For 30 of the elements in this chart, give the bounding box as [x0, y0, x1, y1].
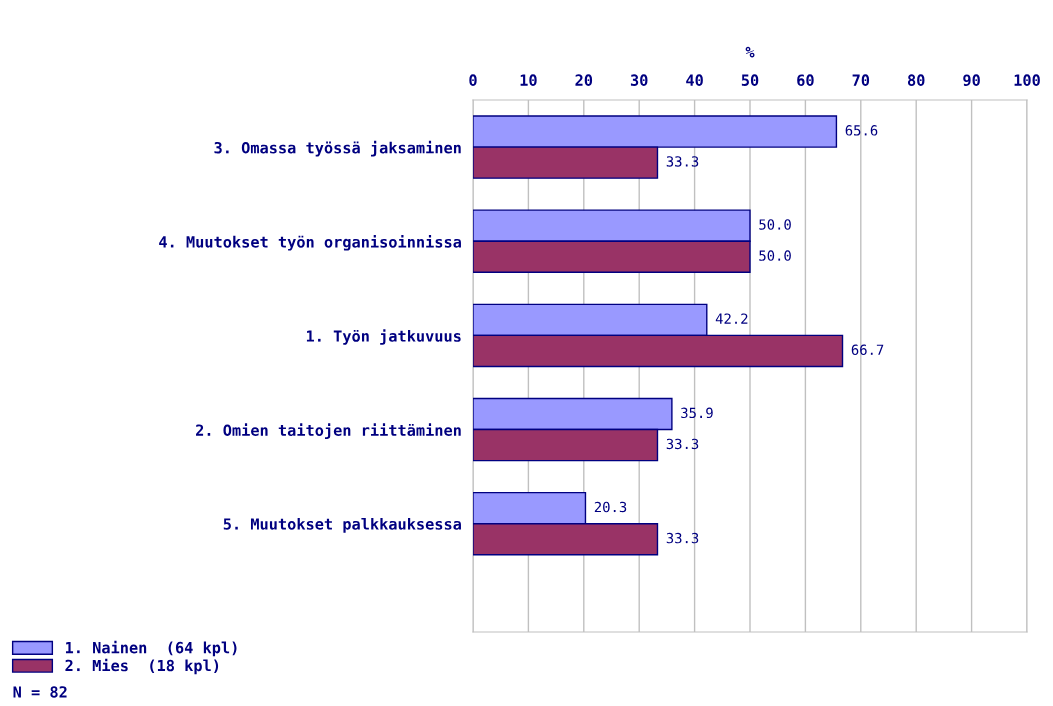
- data-label: 50.0: [759, 219, 791, 230]
- text: N = 82: [13, 686, 67, 698]
- legend-label: 1. Nainen (64 kpl): [65, 640, 237, 657]
- data-label: 33.3: [666, 438, 699, 450]
- y-tick-label: 5. Muutokset palkkauksessa: [223, 517, 461, 533]
- data-label: 35.9: [681, 407, 713, 419]
- y-tick-label: 4. Muutokset työn organisoinnissa: [159, 235, 461, 251]
- x-tick-label: 10: [520, 74, 537, 86]
- data-label: 33.3: [666, 532, 699, 544]
- data-label: 33.3: [666, 156, 699, 167]
- x-tick-label: 40: [686, 74, 703, 86]
- data-label: 65.6: [845, 125, 878, 136]
- x-tick-label: 60: [797, 74, 814, 86]
- x-tick-label: 50: [741, 74, 759, 86]
- x-tick-label: 20: [575, 74, 593, 86]
- data-label: 20.3: [594, 501, 627, 513]
- y-tick-label: 3. Omassa työssä jaksaminen: [214, 140, 461, 157]
- data-label: 42.2: [715, 313, 748, 324]
- data-label: 50.0: [759, 250, 791, 261]
- x-tick-label: 100: [1014, 74, 1040, 86]
- y-tick-label: 1. Työn jatkuvuus: [306, 329, 461, 345]
- data-label: 66.7: [851, 344, 884, 355]
- x-tick-label: 80: [907, 74, 925, 86]
- x-tick-label: 30: [630, 74, 648, 86]
- x-tick-label: 70: [852, 74, 870, 86]
- x-axis-title: %: [745, 46, 755, 58]
- x-tick-label: 0: [469, 74, 477, 86]
- x-tick-label: 90: [963, 74, 980, 86]
- legend-label: 2. Mies (18 kpl): [65, 658, 219, 675]
- y-tick-label: 2. Omien taitojen riittäminen: [196, 423, 461, 439]
